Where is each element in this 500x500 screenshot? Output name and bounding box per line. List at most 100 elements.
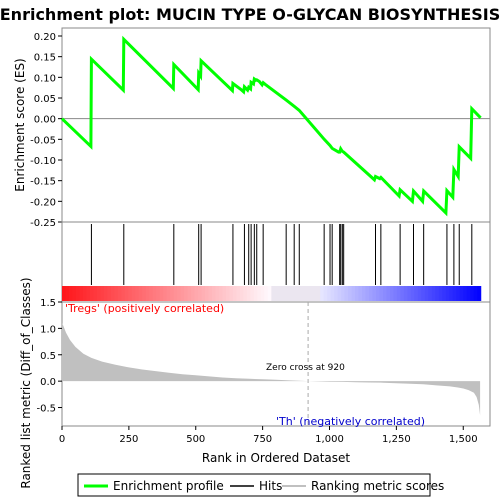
- color-bar-segment: [222, 286, 227, 301]
- color-bar-segment: [138, 286, 143, 301]
- positive-class-label: 'Tregs' (positively correlated): [65, 302, 224, 315]
- color-bar-segment: [382, 286, 388, 301]
- es-y-tick-label: 0.10: [34, 73, 56, 84]
- color-bar-segment: [386, 286, 391, 301]
- color-bar-segment: [313, 286, 318, 301]
- color-bar-segment: [351, 286, 356, 301]
- color-bar-segment: [456, 286, 461, 301]
- color-bar-segment: [187, 286, 192, 301]
- color-bar-segment: [327, 286, 332, 301]
- metric-y-label: Ranked list metric (Diff_of_Classes): [19, 277, 33, 488]
- legend-es-label: Enrichment profile: [113, 479, 224, 493]
- es-y-tick-label: -0.15: [30, 177, 56, 188]
- color-bar-segment: [177, 286, 182, 301]
- metric-y-tick-label: 1.0: [40, 324, 56, 335]
- color-bar-segment: [246, 286, 251, 301]
- hits-panel: [61, 221, 491, 303]
- color-bar-segment: [396, 286, 401, 301]
- color-bar-segment: [362, 286, 367, 301]
- color-bar-segment: [184, 286, 189, 301]
- color-bar-segment: [68, 286, 74, 301]
- color-bar-segment: [410, 286, 415, 301]
- color-bar-segment: [163, 286, 168, 301]
- color-bar-segment: [407, 286, 412, 301]
- color-bar-segment: [180, 286, 185, 301]
- color-bar-segment: [62, 286, 67, 301]
- rank-color-bar: [62, 286, 482, 301]
- color-bar-segment: [103, 286, 108, 301]
- metric-x-tick-label: 250: [119, 434, 138, 445]
- zero-cross-label: Zero cross at 920: [266, 363, 345, 373]
- color-bar-segment: [330, 286, 335, 301]
- es-series-line: [60, 35, 482, 217]
- color-bar-segment: [82, 286, 88, 301]
- color-bar-segment: [470, 286, 475, 301]
- color-bar-segment: [260, 286, 265, 301]
- color-bar-segment: [337, 286, 342, 301]
- color-bar-segment: [114, 286, 119, 301]
- color-bar-segment: [281, 286, 286, 301]
- color-bar-segment: [358, 286, 363, 301]
- color-bar-segment: [156, 286, 161, 301]
- color-bar-segment: [375, 286, 381, 301]
- es-y-tick-label: -0.20: [30, 197, 56, 208]
- color-bar-segment: [121, 286, 126, 301]
- color-bar-segment: [424, 286, 429, 301]
- metric-y-tick-label: 1.5: [40, 298, 56, 309]
- color-bar-segment: [110, 286, 115, 301]
- metric-y-tick-label: 0.5: [40, 351, 56, 362]
- color-bar-segment: [285, 286, 290, 301]
- legend-hits-label: Hits: [259, 479, 282, 493]
- color-bar-segment: [292, 286, 297, 301]
- color-bar-segment: [295, 286, 300, 301]
- color-bar-segment: [403, 286, 408, 301]
- color-bar-segment: [323, 286, 328, 301]
- metric-panel: 1.5 1.0 0.5 0.0 -0.5 0 250 500 750 1,000 1,250 1,5…: [19, 277, 491, 489]
- color-bar-segment: [86, 286, 91, 301]
- color-bar-segment: [107, 286, 112, 301]
- color-bar-segment: [142, 286, 147, 301]
- color-bar-segment: [379, 286, 384, 301]
- negative-class-label: 'Th' (negatively correlated): [276, 415, 425, 428]
- metric-x-tick-label: 1,250: [382, 434, 411, 445]
- color-bar-segment: [208, 286, 213, 301]
- color-bar-segment: [459, 286, 464, 301]
- color-bar-segment: [271, 286, 276, 301]
- es-panel: 0.20 0.15 0.10 0.05 0.00 -0.05 -0.10 -0.15 -0.20…: [13, 27, 491, 229]
- color-bar-segment: [124, 286, 129, 301]
- color-bar-segment: [417, 286, 422, 301]
- color-bar-segment: [215, 286, 220, 301]
- color-bar-segment: [348, 286, 353, 301]
- metric-y-tick-label: 0.0: [40, 377, 56, 388]
- color-bar-segment: [442, 286, 447, 301]
- es-y-label: Enrichment score (ES): [13, 58, 27, 191]
- color-bar-segment: [198, 286, 203, 301]
- metric-x-tick-label: 500: [186, 434, 205, 445]
- color-bar-segment: [341, 286, 346, 301]
- metric-panel-frame: [61, 301, 491, 427]
- color-bar-segment: [452, 286, 457, 301]
- color-bar-segment: [170, 286, 175, 301]
- es-y-tick-label: -0.25: [30, 218, 56, 229]
- color-bar-segment: [75, 286, 81, 301]
- color-bar-segment: [239, 286, 245, 301]
- metric-y-axis: 1.5 1.0 0.5 0.0 -0.5: [36, 298, 62, 415]
- color-bar-segment: [428, 286, 433, 301]
- color-bar-segment: [355, 286, 360, 301]
- color-bar-segment: [369, 286, 374, 301]
- color-bar-segment: [435, 286, 440, 301]
- color-bar-segment: [218, 286, 224, 301]
- color-bar-segment: [320, 286, 325, 301]
- color-bar-segment: [89, 286, 94, 301]
- es-series-line: [60, 35, 482, 217]
- color-bar-segment: [232, 286, 238, 301]
- color-bar-segment: [264, 286, 269, 301]
- color-bar-segment: [389, 286, 395, 301]
- color-bar-segment: [243, 286, 248, 301]
- color-bar-segment: [299, 286, 304, 301]
- color-bar-segment: [257, 286, 262, 301]
- color-bar-segment: [100, 286, 105, 301]
- color-bar-segment: [79, 286, 84, 301]
- color-bar-segment: [159, 286, 164, 301]
